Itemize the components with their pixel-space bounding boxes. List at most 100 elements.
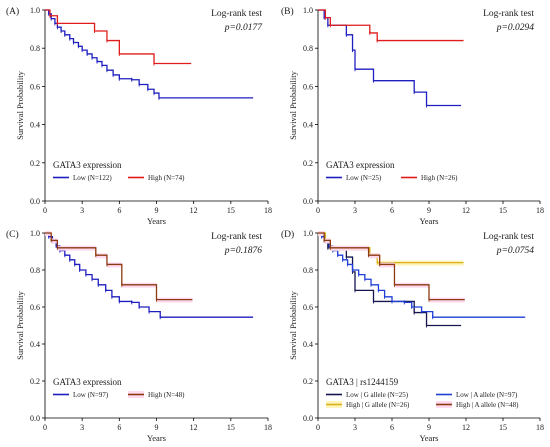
logrank-label: Log-rank test — [211, 9, 262, 19]
p-value-label: p=0.0294 — [496, 23, 535, 33]
y-tick-label: 0.4 — [303, 121, 313, 130]
survival-curve — [45, 232, 254, 318]
panel-label: (D) — [281, 229, 294, 240]
x-tick-label: 15 — [227, 206, 235, 215]
x-tick-label: 9 — [427, 206, 431, 215]
y-axis-label: Survival Probability — [15, 290, 25, 359]
legend-title: GATA3 expression — [53, 377, 122, 387]
y-tick-label: 0.2 — [303, 377, 313, 386]
x-tick-label: 9 — [155, 423, 159, 432]
x-tick-label: 6 — [390, 423, 394, 432]
legend-item: High (N=74) — [148, 174, 185, 182]
y-axis-label: Survival Probability — [15, 70, 25, 139]
x-axis-label: Years — [147, 216, 166, 226]
y-tick-label: 0.6 — [30, 82, 40, 91]
legend-title: GATA3 expression — [326, 160, 395, 170]
y-tick-label: 0.6 — [303, 303, 313, 312]
x-tick-label: 6 — [117, 423, 121, 432]
y-tick-label: 0.0 — [30, 414, 40, 423]
x-tick-label: 12 — [462, 206, 470, 215]
survival-curve — [45, 232, 193, 301]
legend-item: High (N=26) — [421, 174, 458, 182]
x-tick-label: 3 — [80, 206, 84, 215]
legend-item: Low | G allele (N=25) — [346, 391, 409, 399]
y-tick-label: 1.0 — [303, 6, 313, 15]
x-tick-label: 15 — [227, 423, 235, 432]
y-axis-label: Survival Probability — [288, 290, 298, 359]
p-value-label: p=0.0754 — [496, 246, 535, 256]
x-tick-label: 0 — [43, 423, 47, 432]
y-axis-label: Survival Probability — [288, 70, 298, 139]
curve-band — [45, 231, 193, 303]
x-tick-label: 6 — [117, 206, 121, 215]
km-panel: 0.0 0.2 0.4 0.6 0.8 1.0 0 3 6 9 12 15 18 Years Surviva… — [6, 229, 272, 443]
y-tick-label: 1.0 — [30, 229, 40, 238]
y-tick-label: 0.8 — [30, 44, 40, 53]
logrank-label: Log-rank test — [211, 232, 262, 242]
x-tick-label: 0 — [316, 206, 320, 215]
curve-band — [318, 231, 465, 303]
x-tick-label: 18 — [264, 206, 272, 215]
y-tick-label: 0.8 — [303, 266, 313, 275]
x-tick-label: 3 — [80, 423, 84, 432]
y-tick-label: 0.6 — [30, 303, 40, 312]
axes-frame — [44, 10, 268, 202]
y-tick-label: 0.2 — [30, 377, 40, 386]
survival-curve — [318, 9, 462, 107]
x-axis-label: Years — [420, 216, 439, 226]
y-tick-label: 0.4 — [30, 340, 40, 349]
y-tick-label: 0.4 — [303, 340, 313, 349]
survival-curve — [318, 9, 464, 42]
y-tick-label: 0.4 — [30, 121, 40, 130]
x-tick-label: 6 — [390, 206, 394, 215]
km-panel: 0.0 0.2 0.4 0.6 0.8 1.0 0 3 6 9 12 15 18 Years Surviva… — [6, 6, 272, 226]
legend-item: Low (N=97) — [73, 391, 109, 399]
km-panel: 0.0 0.2 0.4 0.6 0.8 1.0 0 3 6 9 12 15 18 Years Surviva… — [281, 229, 544, 443]
y-tick-label: 0.6 — [303, 82, 313, 91]
x-tick-label: 18 — [536, 423, 544, 432]
y-tick-label: 0.0 — [303, 197, 313, 206]
logrank-label: Log-rank test — [483, 9, 534, 19]
x-tick-label: 12 — [190, 423, 198, 432]
y-tick-label: 0.0 — [30, 197, 40, 206]
p-value-label: p=0.0177 — [224, 23, 264, 33]
panel-label: (A) — [6, 6, 19, 17]
legend-item: Low (N=25) — [346, 174, 382, 182]
legend-item: High | G allele (N=26) — [346, 401, 410, 409]
legend-title: GATA3 expression — [53, 160, 122, 170]
x-axis-label: Years — [420, 433, 439, 443]
y-tick-label: 1.0 — [303, 229, 313, 238]
km-panel: 0.0 0.2 0.4 0.6 0.8 1.0 0 3 6 9 12 15 18 Years Surviva… — [281, 6, 544, 226]
y-tick-label: 0.2 — [30, 159, 40, 168]
legend-item: High | A allele (N=48) — [456, 401, 519, 409]
x-tick-label: 12 — [190, 206, 198, 215]
y-tick-label: 0.2 — [303, 159, 313, 168]
y-tick-label: 0.8 — [30, 266, 40, 275]
x-tick-label: 3 — [353, 206, 357, 215]
x-tick-label: 0 — [316, 423, 320, 432]
panel-label: (C) — [6, 229, 19, 240]
y-tick-label: 1.0 — [30, 6, 40, 15]
x-tick-label: 12 — [462, 423, 470, 432]
legend-item: High (N=48) — [148, 391, 185, 399]
x-tick-label: 0 — [43, 206, 47, 215]
x-tick-label: 15 — [499, 206, 507, 215]
survival-curve — [318, 232, 526, 318]
survival-curve — [45, 9, 192, 65]
y-tick-label: 0.8 — [303, 44, 313, 53]
x-tick-label: 18 — [536, 206, 544, 215]
survival-curve — [318, 232, 465, 301]
x-tick-label: 9 — [155, 206, 159, 215]
panel-label: (B) — [281, 6, 294, 17]
x-axis-label: Years — [147, 433, 166, 443]
x-tick-label: 15 — [499, 423, 507, 432]
logrank-label: Log-rank test — [483, 232, 534, 242]
legend-item: Low | A allele (N=97) — [456, 391, 518, 399]
p-value-label: p=0.1876 — [224, 246, 263, 256]
x-tick-label: 9 — [427, 423, 431, 432]
x-tick-label: 3 — [353, 423, 357, 432]
legend-item: Low (N=122) — [73, 174, 112, 182]
legend-title: GATA3 | rs1244159 — [326, 377, 399, 387]
